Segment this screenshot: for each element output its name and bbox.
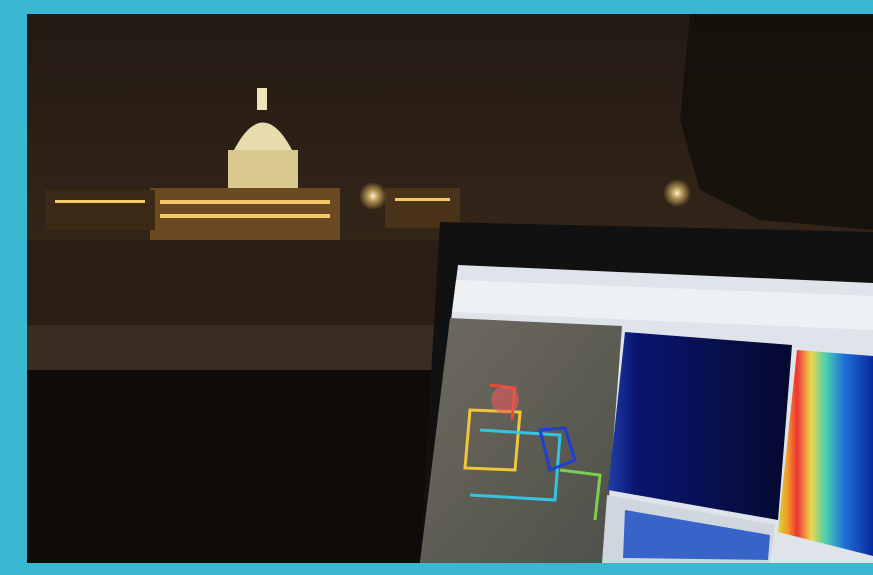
- building: [385, 188, 460, 228]
- spectrum-trace: [623, 510, 770, 560]
- satellite-map: [420, 318, 622, 563]
- waterfall-display: [608, 332, 792, 520]
- lantern: [257, 88, 267, 110]
- heat-spot: [491, 386, 519, 414]
- street-light: [663, 179, 691, 207]
- ribbon-toolbar: [452, 280, 873, 330]
- wet-pavement: [27, 325, 447, 370]
- dome: [234, 122, 292, 150]
- waterfall-display: [778, 350, 873, 556]
- drum: [228, 150, 298, 188]
- street-light: [359, 182, 387, 210]
- trees: [680, 14, 873, 230]
- building: [45, 190, 155, 230]
- foreground: [27, 370, 447, 563]
- windows: [55, 198, 450, 218]
- lawn: [27, 240, 447, 335]
